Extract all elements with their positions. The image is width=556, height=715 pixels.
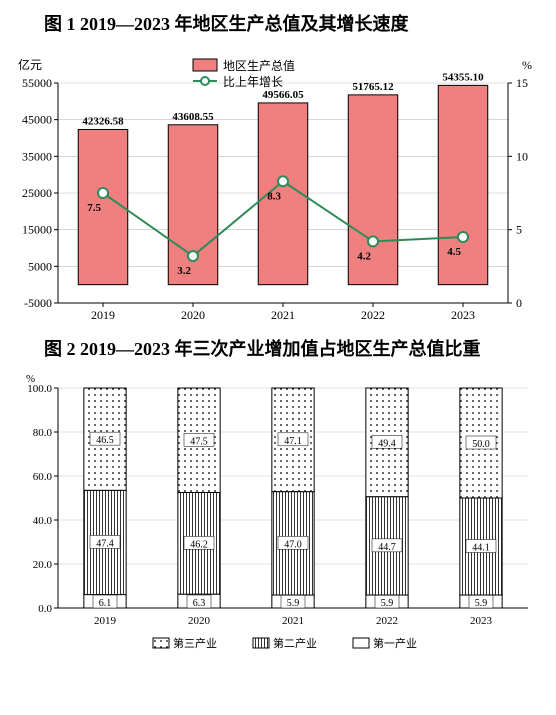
svg-text:54355.10: 54355.10	[442, 72, 484, 84]
svg-text:%: %	[522, 58, 532, 72]
svg-text:2023: 2023	[470, 615, 493, 627]
svg-text:47.5: 47.5	[190, 437, 208, 448]
chart1-title: 图 1 2019—2023 年地区生产总值及其增长速度	[8, 12, 548, 37]
svg-text:2022: 2022	[376, 615, 398, 627]
svg-text:47.4: 47.4	[96, 539, 114, 550]
svg-text:60.0: 60.0	[33, 471, 53, 483]
svg-text:亿元: 亿元	[18, 57, 42, 72]
svg-text:44.1: 44.1	[472, 543, 490, 554]
line-marker	[368, 237, 378, 247]
svg-text:47.0: 47.0	[284, 540, 302, 551]
svg-text:6.3: 6.3	[193, 598, 206, 609]
svg-text:5.9: 5.9	[381, 598, 394, 609]
svg-text:51765.12: 51765.12	[352, 81, 394, 93]
bar	[438, 86, 488, 285]
line-marker	[278, 176, 288, 186]
svg-text:2022: 2022	[361, 308, 385, 322]
line-marker	[188, 251, 198, 261]
chart1-legend: 地区生产总值比上年增长	[193, 58, 295, 89]
svg-text:5.9: 5.9	[475, 598, 488, 609]
svg-text:2019: 2019	[94, 615, 117, 627]
svg-text:第二产业: 第二产业	[273, 636, 317, 650]
svg-text:4.5: 4.5	[447, 246, 461, 258]
svg-text:8.3: 8.3	[267, 190, 281, 202]
svg-text:25000: 25000	[22, 186, 52, 200]
svg-text:2023: 2023	[451, 308, 475, 322]
svg-text:49566.05: 49566.05	[262, 89, 304, 101]
svg-text:5000: 5000	[28, 260, 52, 274]
chart2-title: 图 2 2019—2023 年三次产业增加值占地区生产总值比重	[8, 337, 548, 362]
bar	[348, 95, 398, 285]
svg-text:42326.58: 42326.58	[82, 116, 124, 128]
svg-text:-5000: -5000	[24, 296, 52, 310]
svg-text:46.5: 46.5	[96, 436, 114, 447]
svg-text:%: %	[26, 373, 35, 385]
svg-text:2020: 2020	[181, 308, 205, 322]
svg-text:0.0: 0.0	[38, 603, 52, 615]
svg-text:5: 5	[516, 223, 522, 237]
svg-text:比上年增长: 比上年增长	[223, 75, 283, 89]
svg-text:20.0: 20.0	[33, 559, 53, 571]
chart2: 0.020.040.060.080.0100.0%6.147.446.52019…	[8, 368, 548, 658]
svg-text:49.4: 49.4	[378, 439, 396, 450]
svg-text:47.1: 47.1	[284, 436, 302, 447]
svg-text:43608.55: 43608.55	[172, 111, 214, 123]
svg-text:2021: 2021	[271, 308, 295, 322]
svg-text:4.2: 4.2	[357, 251, 371, 263]
svg-text:0: 0	[516, 296, 522, 310]
svg-text:6.1: 6.1	[99, 598, 112, 609]
svg-text:10: 10	[516, 150, 528, 164]
svg-text:5.9: 5.9	[287, 598, 300, 609]
svg-text:2021: 2021	[282, 615, 304, 627]
svg-text:15000: 15000	[22, 223, 52, 237]
line-marker	[458, 232, 468, 242]
svg-text:40.0: 40.0	[33, 515, 53, 527]
svg-text:50.0: 50.0	[472, 439, 490, 450]
svg-text:第一产业: 第一产业	[373, 636, 417, 650]
svg-text:地区生产总值: 地区生产总值	[223, 58, 295, 73]
svg-text:15: 15	[516, 76, 528, 90]
svg-text:46.2: 46.2	[190, 540, 208, 551]
svg-text:35000: 35000	[22, 150, 52, 164]
svg-text:80.0: 80.0	[33, 427, 53, 439]
svg-text:2019: 2019	[91, 308, 115, 322]
chart2-legend: 第三产业 第二产业 第一产业	[153, 636, 417, 650]
svg-text:第三产业: 第三产业	[173, 636, 217, 650]
svg-text:44.7: 44.7	[378, 542, 396, 553]
svg-text:3.2: 3.2	[177, 265, 191, 277]
bar	[78, 130, 128, 285]
line-marker	[98, 188, 108, 198]
chart1: -5000 5000 15000 25000 35000 45000 55000 0 5 10 15…	[8, 43, 548, 333]
svg-text:55000: 55000	[22, 76, 52, 90]
svg-text:2020: 2020	[188, 615, 211, 627]
svg-text:7.5: 7.5	[87, 202, 101, 214]
svg-text:45000: 45000	[22, 113, 52, 127]
